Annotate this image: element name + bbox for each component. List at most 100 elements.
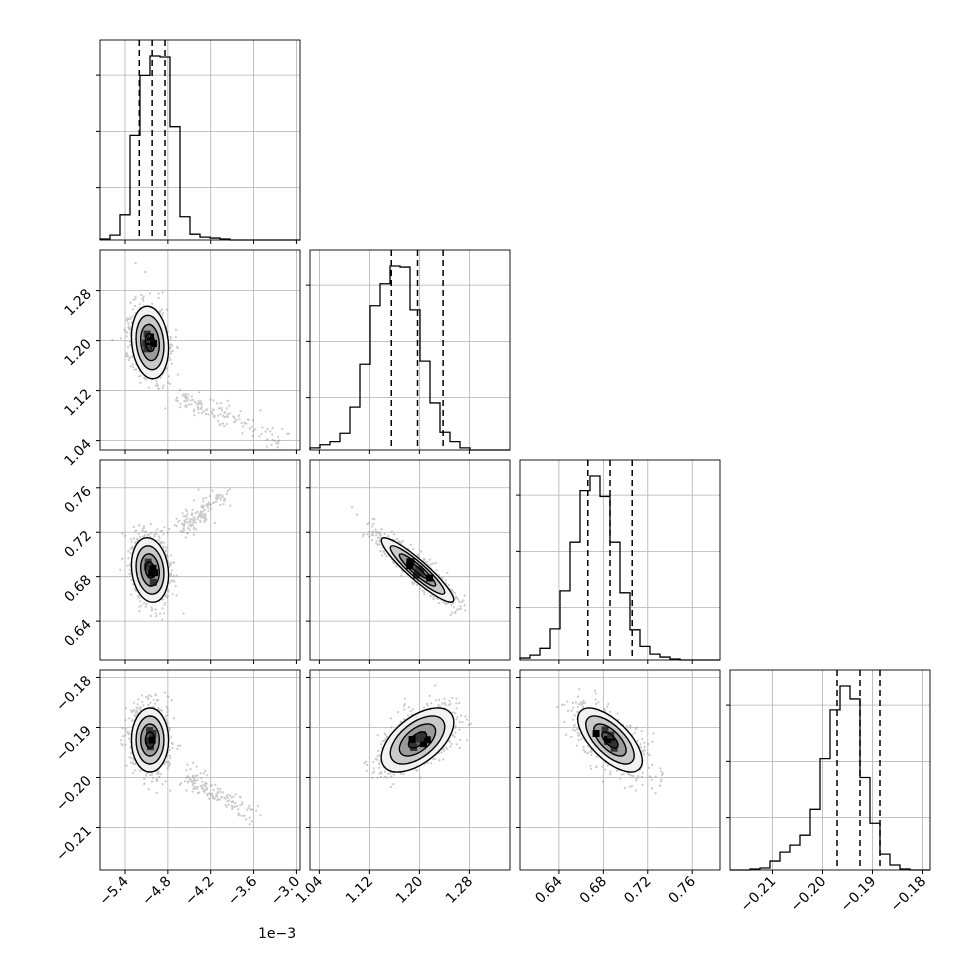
x-tick-label: −0.21	[738, 874, 780, 916]
x-tick-label: 0.76	[666, 873, 699, 906]
density-cell	[413, 735, 420, 743]
y-tick-label: 0.76	[61, 483, 94, 516]
contour-1	[140, 323, 160, 362]
contour-3	[380, 537, 455, 603]
panel-frame	[309, 459, 511, 661]
panels: −5.4 −4.8 −4.2 −3.6 −3.01.04 1.12 1.20 1.28 0.64…	[53, 39, 931, 916]
panel-frame	[729, 669, 931, 871]
density-cell	[417, 568, 425, 576]
panel-bg	[730, 670, 930, 870]
density-cell	[408, 736, 416, 743]
pair-panel-1-0	[96, 249, 301, 454]
contour-0	[144, 561, 156, 579]
contour-2	[135, 545, 165, 595]
contour-3	[130, 707, 170, 773]
y-tick-label: 1.20	[61, 336, 94, 369]
panel-frame	[309, 669, 511, 871]
pair-panel-2-1	[306, 459, 511, 664]
histogram-step	[309, 265, 510, 451]
contour-0	[144, 332, 156, 353]
contour-3	[130, 537, 170, 603]
pair-panel-3-0	[96, 669, 301, 874]
x-offset-label: 1e−3	[258, 926, 296, 942]
contour-0	[407, 561, 428, 579]
x-tick-label: 1.04	[293, 873, 326, 906]
contour-1	[140, 723, 160, 757]
x-tick-label: 0.72	[621, 874, 654, 907]
hist-panel-0	[96, 39, 301, 244]
contour-2	[389, 545, 446, 595]
density-cell	[601, 726, 609, 734]
y-tick-label: 1.04	[61, 436, 94, 469]
histogram-step	[730, 685, 930, 871]
pair-panel-2-0	[96, 459, 301, 664]
pair-panel-3-1	[306, 669, 511, 874]
density-cell	[423, 736, 431, 744]
y-tick-label: −0.19	[53, 723, 95, 765]
y-tick-label: −0.18	[53, 673, 95, 715]
y-tick-label: 1.12	[61, 386, 94, 419]
contour-1	[593, 723, 627, 757]
hist-panel-1	[306, 249, 511, 454]
panel-bg	[100, 670, 300, 870]
contour-3	[380, 707, 455, 773]
contour-2	[585, 715, 635, 765]
density-cell	[146, 727, 154, 735]
panel-frame	[99, 669, 301, 871]
density-cell	[604, 736, 612, 744]
panel-bg	[100, 250, 300, 450]
contour-2	[135, 314, 165, 371]
hist-panel-3	[726, 669, 931, 874]
contour-2	[135, 715, 165, 765]
x-tick-label: 1.28	[443, 874, 476, 907]
density-cell	[417, 734, 425, 742]
y-tick-label: 0.68	[61, 572, 94, 605]
hist-panel-2	[516, 459, 721, 664]
contour-3	[577, 707, 643, 773]
panel-frame	[99, 459, 301, 661]
x-tick-label: 1.12	[343, 874, 376, 907]
contour-3	[130, 305, 170, 380]
density-cell	[610, 740, 617, 748]
density-cell	[150, 340, 157, 347]
histogram-step	[519, 475, 720, 661]
x-tick-label: −4.8	[139, 874, 174, 909]
density-cell	[148, 736, 156, 744]
panel-bg	[100, 40, 300, 240]
y-tick-label: −0.21	[53, 823, 95, 865]
x-tick-label: 0.64	[532, 873, 565, 906]
x-tick-label: 0.68	[577, 874, 610, 907]
panel-frame	[309, 249, 511, 451]
panel-frame	[99, 249, 301, 451]
contour-1	[398, 723, 437, 757]
panel-frame	[519, 459, 721, 661]
y-tick-label: 0.72	[61, 528, 94, 561]
density-cell	[426, 574, 434, 582]
density-cell	[148, 569, 156, 577]
x-tick-label: −0.20	[788, 874, 830, 916]
panel-frame	[519, 669, 721, 871]
panel-bg	[100, 460, 300, 660]
x-tick-label: −0.18	[888, 874, 930, 916]
contour-0	[601, 731, 619, 749]
x-tick-label: −5.4	[96, 873, 131, 908]
density-cell	[420, 740, 427, 748]
y-tick-label: 1.28	[61, 286, 94, 319]
contour-0	[407, 731, 428, 749]
y-tick-label: −0.20	[53, 773, 95, 815]
density-cell	[147, 743, 154, 751]
x-tick-label: −3.6	[225, 873, 260, 908]
x-tick-label: −0.19	[838, 874, 880, 916]
x-tick-label: −4.2	[182, 874, 217, 909]
y-tick-label: 0.64	[61, 617, 94, 650]
panel-frame	[99, 39, 301, 241]
contour-1	[398, 553, 437, 587]
density-cell	[149, 564, 157, 572]
contour-1	[140, 553, 160, 587]
density-cell	[149, 578, 157, 586]
pair-panel-3-2	[516, 669, 721, 874]
density-cell	[143, 563, 151, 571]
density-cell	[592, 730, 600, 737]
x-tick-label: 1.20	[393, 874, 426, 907]
